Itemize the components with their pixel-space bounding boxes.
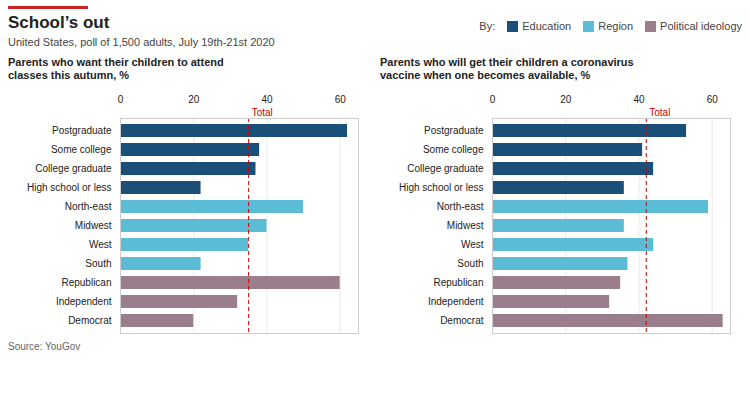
svg-text:College graduate: College graduate [35, 163, 112, 174]
svg-text:College graduate: College graduate [407, 163, 484, 174]
svg-text:South: South [85, 258, 111, 269]
svg-text:Some college: Some college [51, 144, 112, 155]
html-text:School’s out: School’s out [8, 13, 110, 32]
html-text:United States, poll of 1,500 a: United States, poll of 1,500 adults, Jul… [8, 36, 275, 48]
svg-text:South: South [457, 258, 483, 269]
html-text:Political ideology: Political ideology [660, 20, 742, 32]
svg-text:60: 60 [335, 94, 347, 105]
svg-text:Republican: Republican [433, 277, 483, 288]
svg-text:Total: Total [252, 107, 273, 118]
html-text:Source: YouGov: Source: YouGov [8, 341, 81, 352]
svg-text:Postgraduate: Postgraduate [424, 125, 484, 136]
svg-text:Total: Total [649, 107, 670, 118]
svg-text:Democrat: Democrat [68, 315, 112, 326]
svg-text:Midwest: Midwest [447, 220, 484, 231]
svg-text:Republican: Republican [61, 277, 111, 288]
svg-text:Midwest: Midwest [75, 220, 112, 231]
html-text:Education: Education [522, 20, 572, 32]
svg-text:Democrat: Democrat [440, 315, 484, 326]
html-text:Parents who will get their chi: Parents who will get their children a co… [380, 56, 634, 81]
svg-text:0: 0 [490, 94, 496, 105]
svg-text:High school or less: High school or less [399, 182, 483, 193]
svg-text:North-east: North-east [437, 201, 484, 212]
svg-text:West: West [89, 239, 112, 250]
svg-text:Independent: Independent [428, 296, 484, 307]
svg-text:20: 20 [560, 94, 572, 105]
svg-text:North-east: North-east [65, 201, 112, 212]
svg-text:Postgraduate: Postgraduate [52, 125, 112, 136]
svg-text:40: 40 [633, 94, 645, 105]
html-text:By:: By: [479, 20, 496, 32]
svg-text:Independent: Independent [56, 296, 112, 307]
svg-text:60: 60 [707, 94, 719, 105]
svg-text:20: 20 [188, 94, 200, 105]
svg-text:0: 0 [118, 94, 124, 105]
svg-text:Some college: Some college [423, 144, 484, 155]
svg-text:High school or less: High school or less [27, 182, 111, 193]
svg-text:West: West [461, 239, 484, 250]
html-text:Region: Region [598, 20, 634, 32]
svg-text:40: 40 [261, 94, 273, 105]
html-text:Parents who want their childre: Parents who want their children to atten… [8, 56, 224, 81]
